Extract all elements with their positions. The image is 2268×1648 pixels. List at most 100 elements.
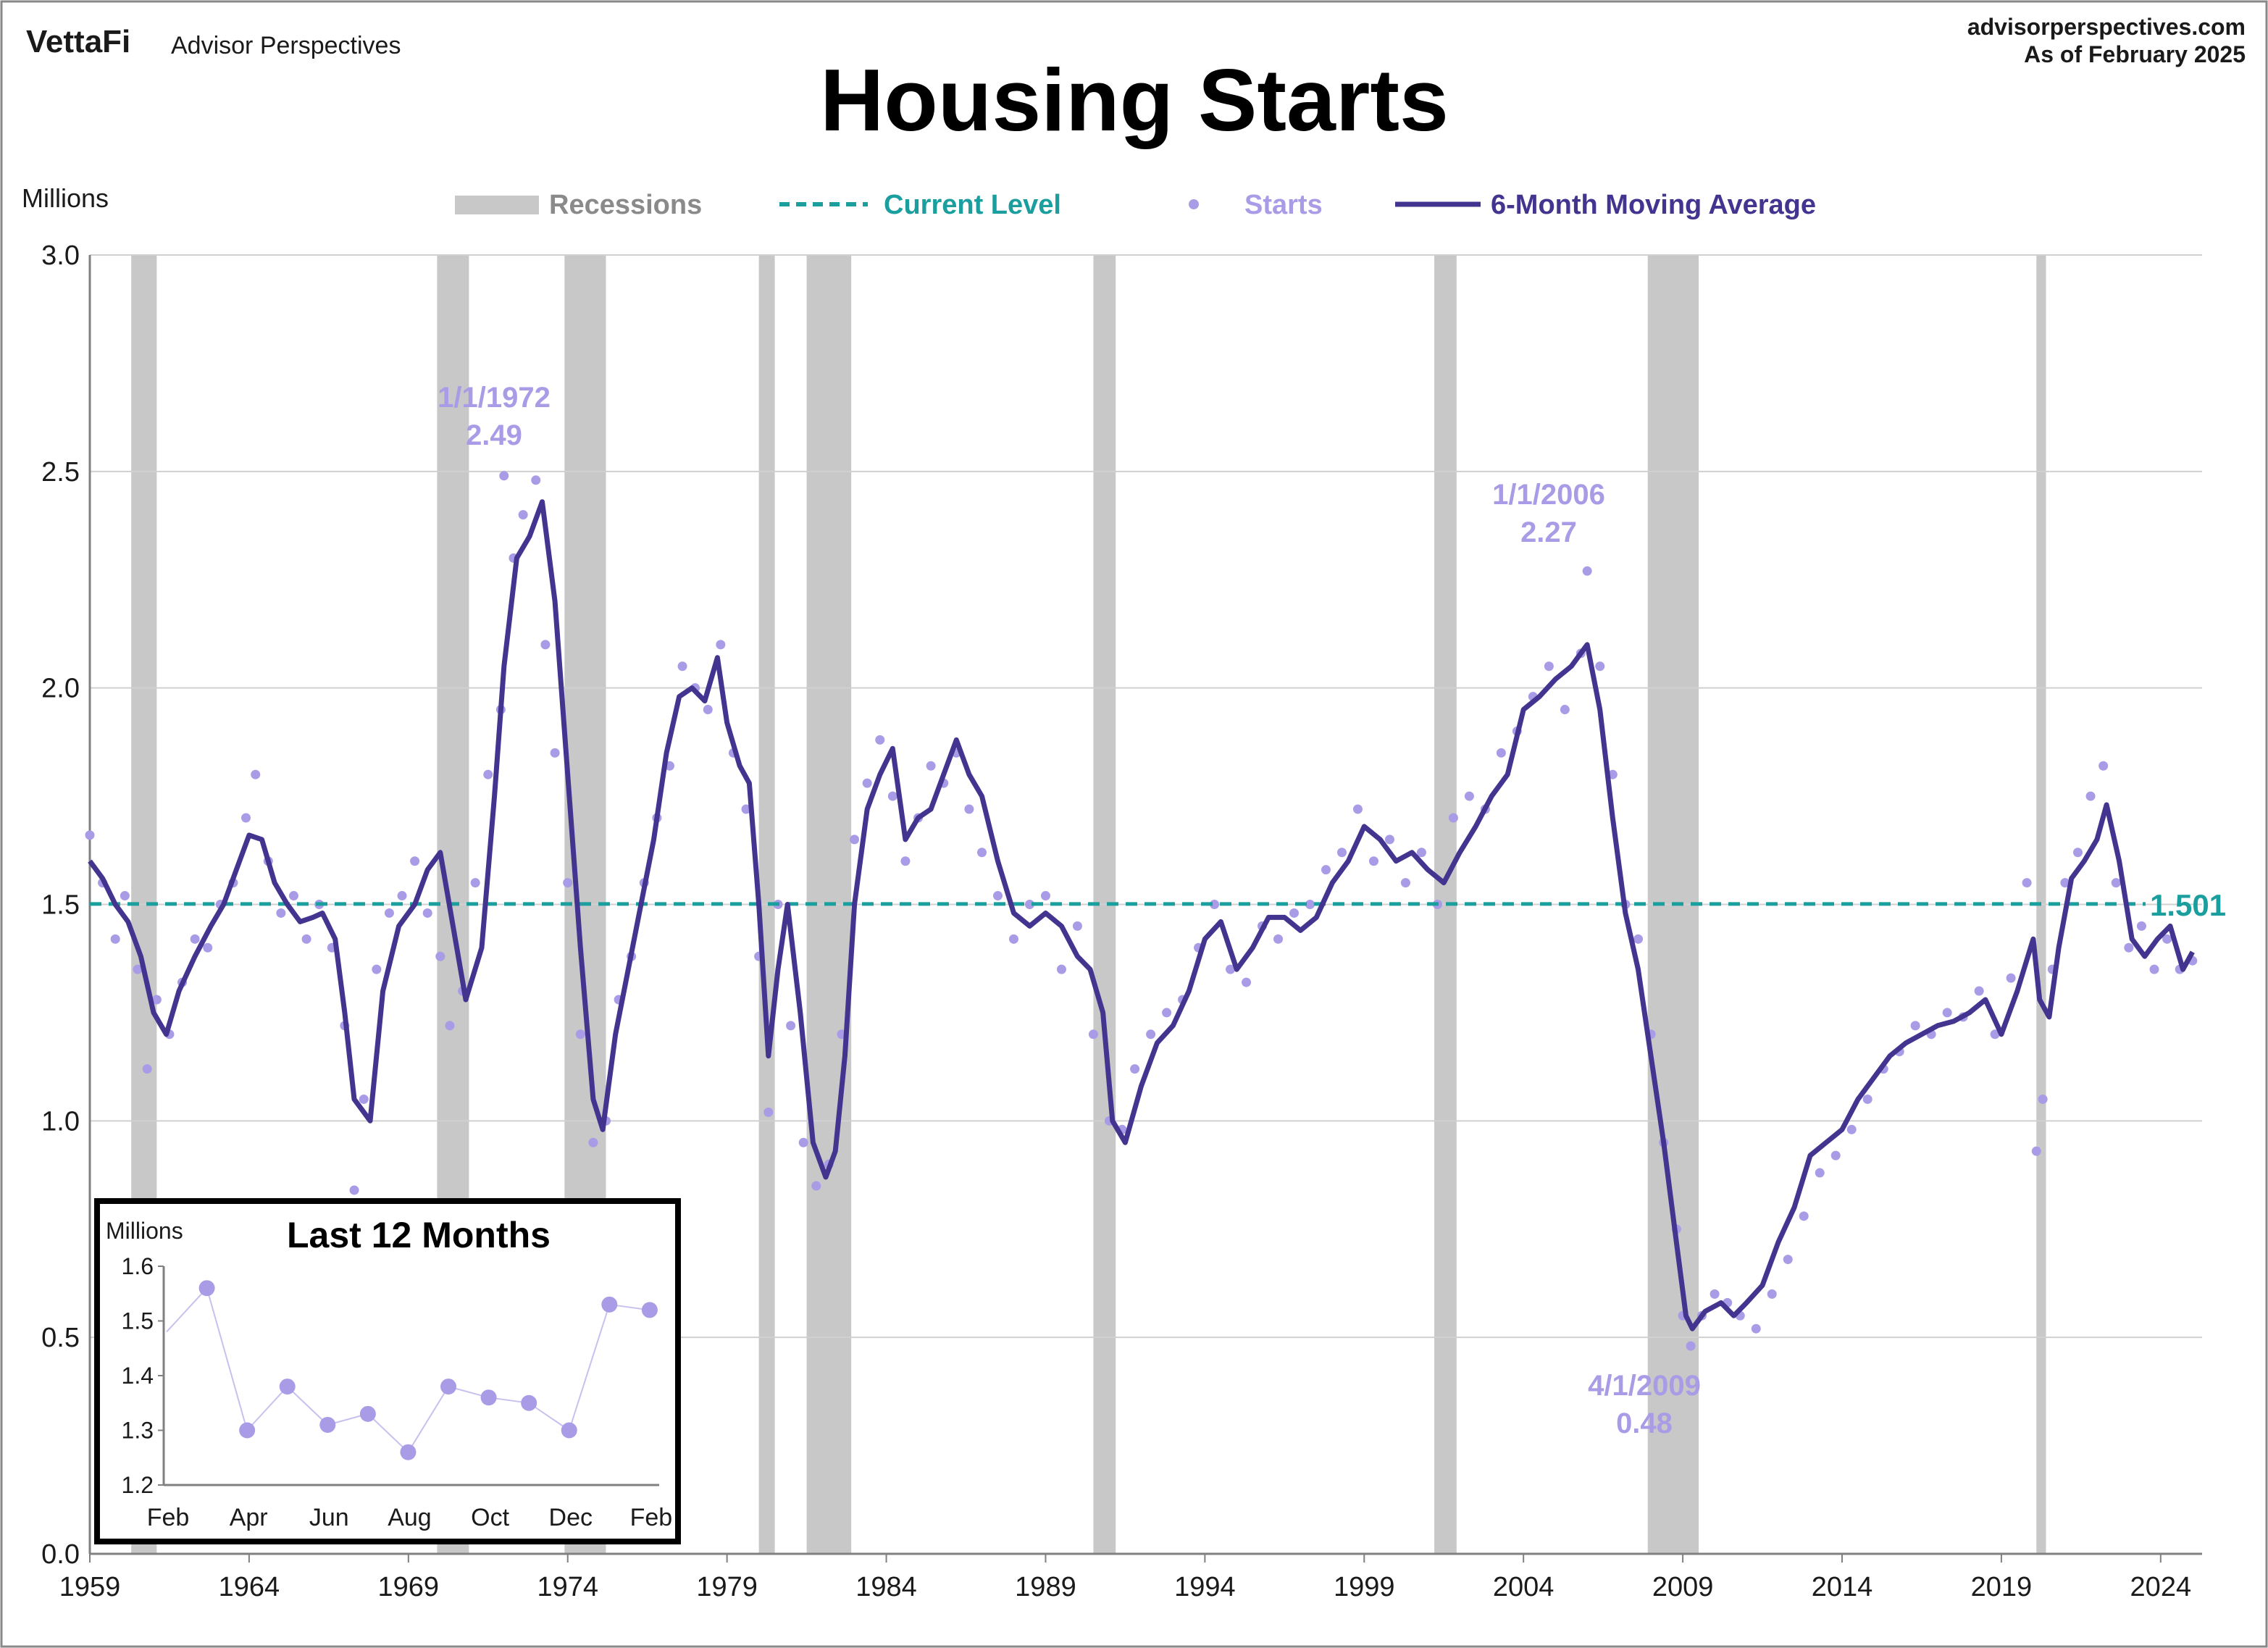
starts-point <box>1751 1323 1761 1334</box>
inset-y-tick-label-4: 1.6 <box>122 1253 154 1279</box>
starts-point <box>2085 791 2096 801</box>
starts-point <box>1072 921 1082 931</box>
starts-point <box>1368 856 1378 866</box>
starts-point <box>1056 964 1066 974</box>
inset-y-tick-label-1: 1.3 <box>122 1418 154 1444</box>
x-tick-label-8: 1999 <box>1334 1572 1395 1602</box>
starts-point <box>2031 1146 2041 1156</box>
inset-point <box>400 1444 417 1460</box>
starts-point <box>741 804 751 814</box>
legend-starts-swatch <box>1189 199 1199 209</box>
starts-point <box>1242 977 1252 987</box>
starts-point <box>1830 1150 1841 1160</box>
chart-title: Housing Starts <box>820 51 1449 149</box>
brand-logo: VettaFi <box>26 24 130 59</box>
peak-1972-date: 1/1/1972 <box>438 382 551 414</box>
starts-point <box>2162 934 2172 944</box>
legend-starts-label: Starts <box>1244 190 1323 220</box>
starts-point <box>435 951 445 961</box>
starts-point <box>1162 1008 1172 1018</box>
starts-point <box>483 769 493 779</box>
starts-point <box>1686 1341 1696 1351</box>
starts-point <box>550 748 560 758</box>
starts-point <box>1560 705 1570 715</box>
starts-point <box>2136 921 2146 931</box>
x-tick-label-5: 1984 <box>855 1572 917 1602</box>
starts-point <box>1040 891 1050 901</box>
starts-point <box>397 891 407 901</box>
inset-point <box>601 1296 618 1313</box>
starts-point <box>1862 1094 1872 1104</box>
starts-point <box>1321 865 1331 875</box>
inset-point <box>561 1422 577 1439</box>
annotations: 1/1/1972 2.49 1/1/2006 2.27 4/1/2009 0.4… <box>438 382 1701 1439</box>
starts-point <box>1384 835 1394 845</box>
starts-point <box>203 942 213 953</box>
inset-y-tick-label-3: 1.5 <box>122 1308 154 1334</box>
inset-y-axis-ticks: 1.2 1.3 1.4 1.5 1.6 <box>122 1253 164 1498</box>
inset-point <box>279 1379 296 1395</box>
starts-point <box>716 640 726 650</box>
starts-point <box>875 735 885 745</box>
inset-x-tick-label-0: Feb <box>147 1504 190 1531</box>
starts-point <box>1400 878 1410 888</box>
starts-point <box>1710 1289 1720 1299</box>
inset-point <box>239 1422 256 1439</box>
inset-x-tick-label-5: Dec <box>549 1504 593 1531</box>
starts-point <box>850 835 860 845</box>
y-axis-unit: Millions <box>22 183 109 213</box>
starts-point <box>1273 934 1284 944</box>
starts-point <box>1846 1124 1857 1134</box>
starts-point <box>862 778 872 788</box>
inset-x-tick-label-1: Apr <box>230 1504 268 1531</box>
starts-point <box>384 908 394 918</box>
trough-2009-date: 4/1/2009 <box>1588 1370 1701 1402</box>
starts-point <box>703 705 713 715</box>
x-tick-label-9: 2004 <box>1493 1572 1554 1602</box>
starts-point <box>445 1021 455 1031</box>
starts-point <box>518 510 528 520</box>
starts-point <box>563 878 573 888</box>
x-tick-label-0: 1959 <box>59 1572 121 1602</box>
inset-point <box>521 1394 537 1411</box>
starts-point <box>2149 964 2159 974</box>
starts-point <box>410 856 420 866</box>
x-tick-label-1: 1964 <box>219 1572 280 1602</box>
starts-point <box>1942 1008 1952 1018</box>
legend-moving-average-label: 6-Month Moving Average <box>1491 190 1816 220</box>
starts-point <box>2124 942 2134 953</box>
starts-point <box>786 1021 796 1031</box>
starts-point <box>133 964 143 974</box>
starts-point <box>499 471 509 481</box>
starts-point <box>301 934 311 944</box>
starts-point <box>120 891 130 901</box>
inset-title: Last 12 Months <box>287 1215 551 1255</box>
y-tick-label-4: 2.0 <box>41 674 80 704</box>
inset-point <box>440 1379 457 1395</box>
x-tick-label-13: 2024 <box>2130 1572 2192 1602</box>
x-axis-ticks: 1959 1964 1969 1974 1979 1984 1989 1994 1999 2004… <box>59 1554 2191 1602</box>
starts-point <box>1496 748 1506 758</box>
starts-point <box>677 661 687 672</box>
starts-point <box>142 1064 152 1074</box>
starts-point <box>349 1185 359 1195</box>
starts-point <box>811 1181 821 1191</box>
y-tick-label-0: 0.0 <box>41 1539 80 1570</box>
starts-point <box>110 934 120 944</box>
inset-x-tick-label-3: Aug <box>388 1504 432 1531</box>
as-of-date: As of February 2025 <box>2024 41 2246 67</box>
starts-point <box>2072 848 2083 858</box>
starts-point <box>2022 878 2032 888</box>
site-url: advisorperspectives.com <box>1967 14 2246 40</box>
peak-2006-value: 2.27 <box>1520 516 1577 548</box>
inset-x-tick-label-4: Oct <box>471 1504 509 1531</box>
starts-point <box>1352 804 1363 814</box>
legend: Recessions Current Level Starts 6-Month … <box>455 190 1816 220</box>
starts-point <box>900 856 911 866</box>
starts-point <box>540 640 551 650</box>
y-axis-ticks: 0.0 0.5 1.0 1.5 2.0 2.5 3.0 <box>41 240 80 1570</box>
starts-point <box>1783 1255 1793 1265</box>
peak-2006-date: 1/1/2006 <box>1492 479 1605 511</box>
starts-point <box>1305 900 1315 909</box>
starts-point <box>190 934 200 944</box>
